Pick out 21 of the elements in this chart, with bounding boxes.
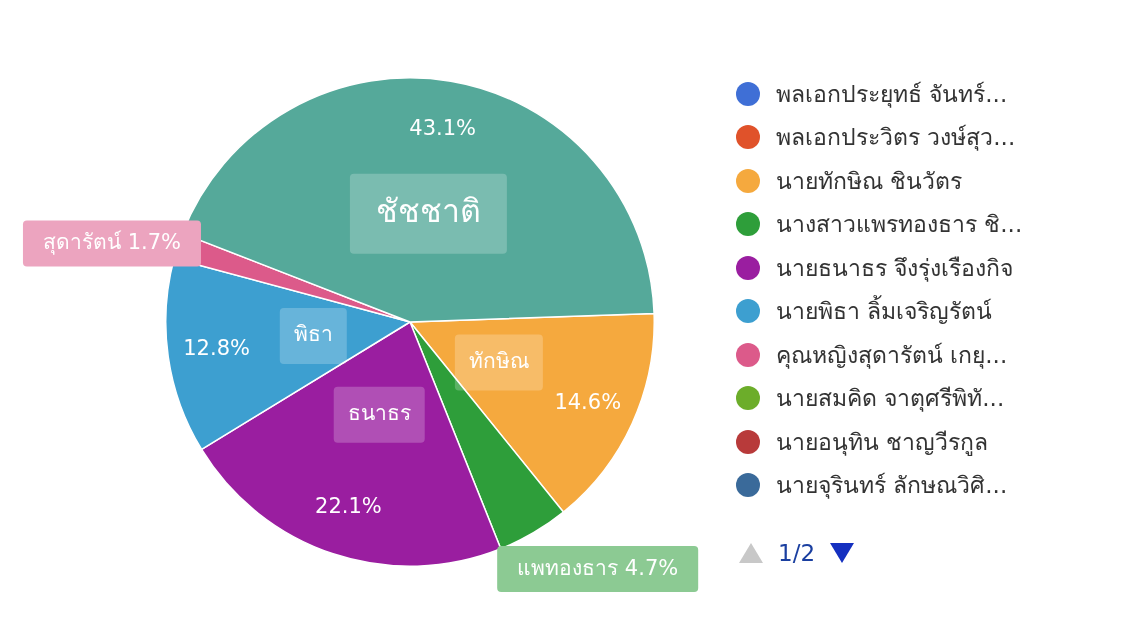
text: พิธา bbox=[293, 322, 333, 347]
data-label: แพทองธาร 4.7% bbox=[517, 555, 679, 580]
text: ธนาธร bbox=[347, 401, 411, 426]
legend-label: นายอนุทิน ชาญวีรกูล bbox=[776, 427, 989, 458]
legend-label: พลเอกประวิตร วงษ์สุว... bbox=[776, 123, 1016, 153]
legend-label: นายธนาธร จึงรุ่งเรืองกิจ bbox=[776, 253, 1014, 284]
legend-label: พลเอกประยุทธ์ จันทร์... bbox=[776, 79, 1008, 110]
legend-label: นายพิธา ลิ้มเจริญรัตน์ bbox=[776, 294, 993, 327]
legend-label: นายทักษิณ ชินวัตร bbox=[776, 166, 963, 196]
slice-label: ชัชชาติ bbox=[375, 191, 481, 230]
data-label: 43.1% bbox=[409, 115, 477, 140]
legend-label: นางสาวแพรทองธาร ชิ... bbox=[776, 210, 1023, 240]
data-label: 14.6% bbox=[554, 389, 622, 414]
legend-label: นายสมคิด จาตุศรีพิทั... bbox=[776, 384, 1005, 414]
text: ทักษิณ bbox=[468, 349, 529, 374]
text: 1/2 bbox=[778, 540, 816, 566]
data-label: สุดารัตน์ 1.7% bbox=[42, 229, 181, 255]
data-label: 12.8% bbox=[183, 336, 250, 361]
data-label: 22.1% bbox=[315, 493, 382, 518]
legend-label: นายจุรินทร์ ลักษณวิศิ... bbox=[776, 471, 1008, 501]
legend-label: คุณหญิงสุดารัตน์ เกยุ... bbox=[776, 340, 1008, 371]
